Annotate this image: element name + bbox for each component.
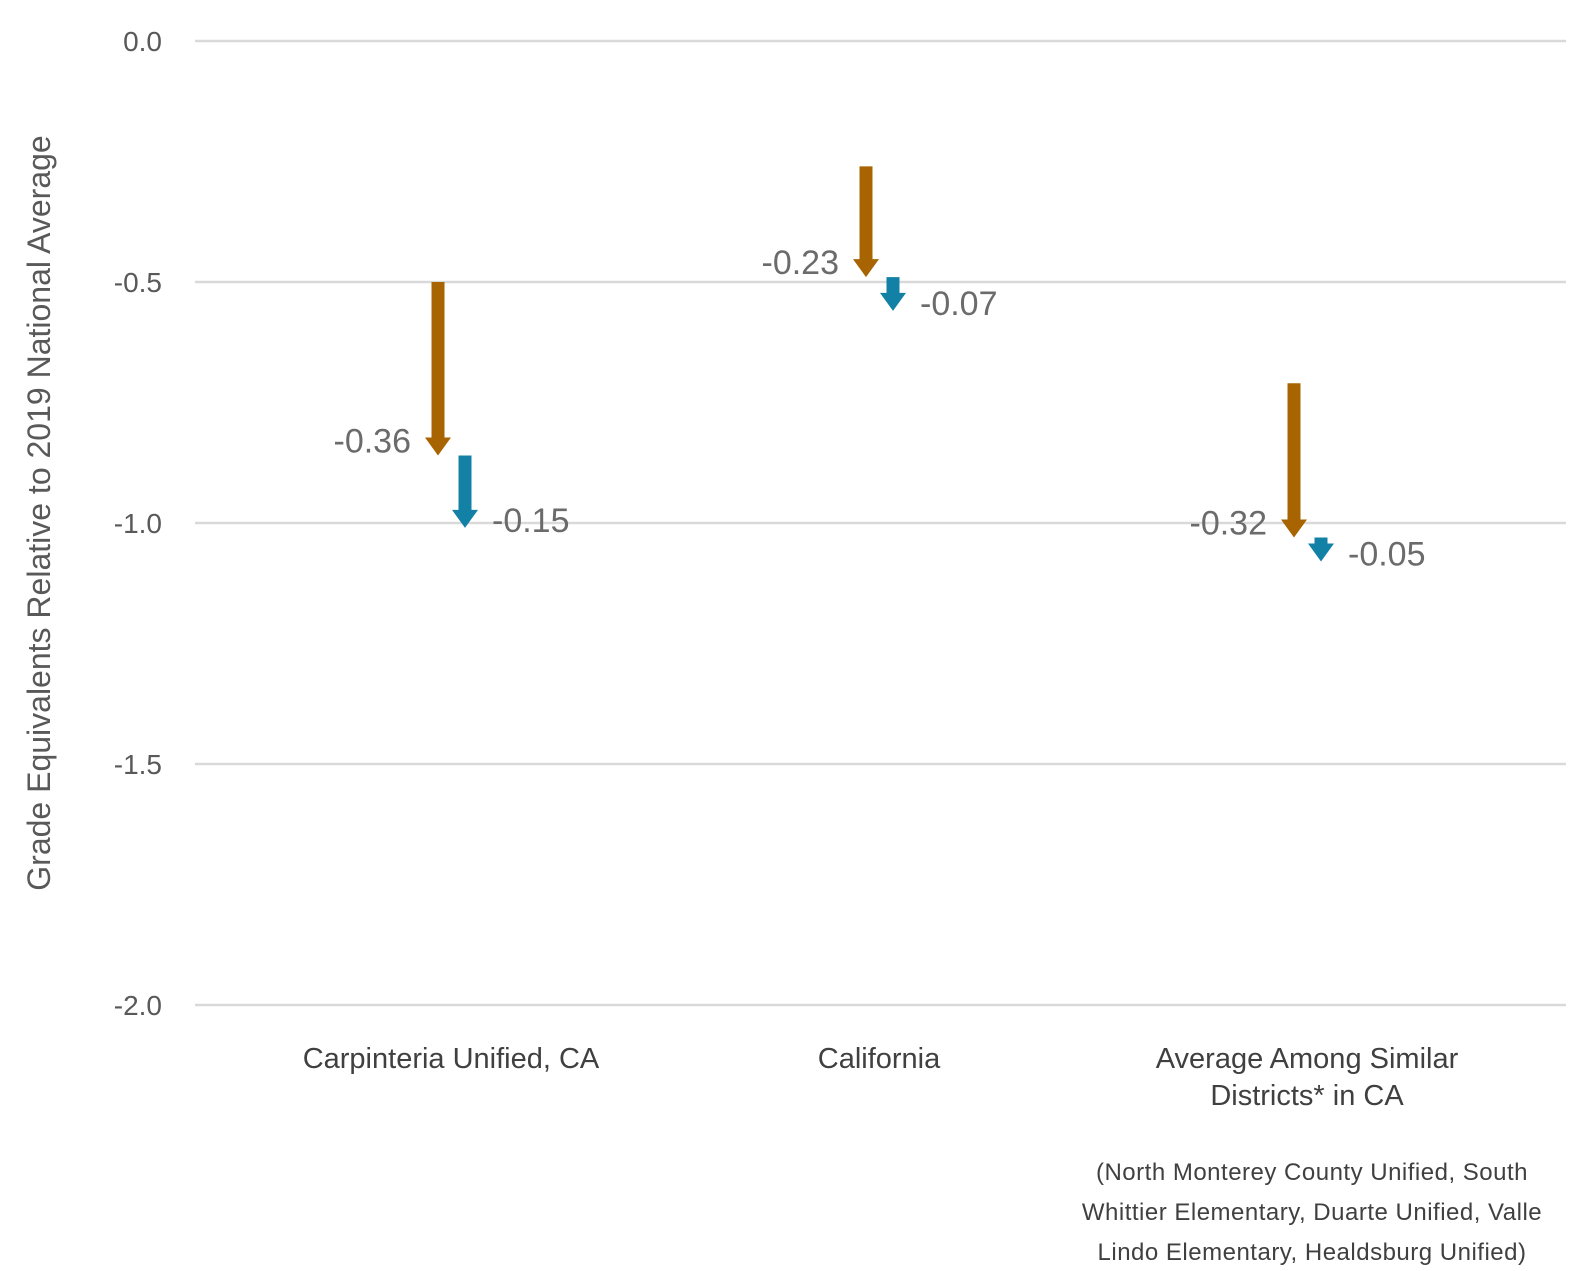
x-axis-categories: Carpinteria Unified, CA California Average… [303, 1043, 1459, 1112]
category-label: Carpinteria Unified, CA [303, 1043, 600, 1075]
y-tick-label: 0.0 [123, 26, 162, 57]
y-tick-label: -1.0 [114, 508, 162, 539]
change-arrow [853, 166, 879, 278]
change-arrow [1281, 383, 1307, 538]
change-arrow [425, 282, 451, 456]
footnote: (North Monterey County Unified, South Whi… [1082, 1159, 1542, 1266]
y-axis-ticks: 0.0 -0.5 -1.0 -1.5 -2.0 [114, 26, 162, 1021]
change-arrow [452, 455, 478, 528]
y-axis-title: Grade Equivalents Relative to 2019 Natio… [21, 135, 57, 890]
footnote-line: Whittier Elementary, Duarte Unified, Val… [1082, 1199, 1542, 1226]
value-label: -0.07 [920, 285, 998, 323]
value-label: -0.05 [1348, 536, 1426, 574]
y-tick-label: -0.5 [114, 267, 162, 298]
arrows: -0.36 -0.23 -0.32 -0.15 -0.07 -0.05 [334, 166, 1426, 574]
category-label: Average Among Similar [1156, 1043, 1459, 1075]
value-label: -0.32 [1190, 504, 1268, 542]
category-label: California [818, 1043, 941, 1075]
value-label: -0.23 [762, 244, 840, 282]
value-label: -0.36 [334, 423, 412, 461]
change-arrow [1308, 537, 1334, 562]
change-arrow [880, 277, 906, 311]
y-tick-label: -2.0 [114, 990, 162, 1021]
footnote-line: (North Monterey County Unified, South [1096, 1159, 1528, 1186]
footnote-line: Lindo Elementary, Healdsburg Unified) [1098, 1239, 1527, 1266]
y-tick-label: -1.5 [114, 749, 162, 780]
gridlines [195, 39, 1566, 1007]
category-label: Districts* in CA [1210, 1080, 1404, 1112]
value-label: -0.15 [492, 502, 570, 540]
